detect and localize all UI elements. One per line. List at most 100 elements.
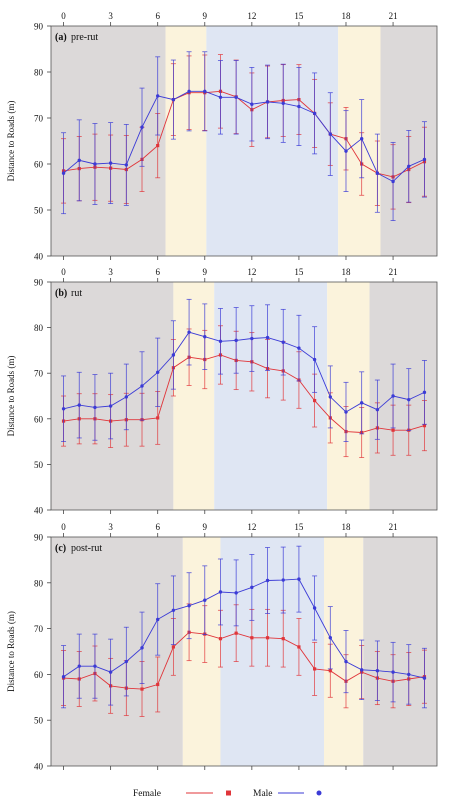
y-tick-label: 50 — [34, 206, 44, 216]
data-point-male — [328, 636, 333, 640]
data-point-male — [93, 162, 97, 166]
panel-label: (a) — [55, 32, 67, 43]
data-point-female — [156, 416, 160, 420]
shading-band — [165, 26, 207, 256]
data-point-male — [171, 97, 176, 102]
shading-band — [51, 537, 183, 766]
data-point-male — [375, 171, 380, 175]
plot-frame — [50, 536, 438, 767]
data-point-female — [313, 398, 317, 403]
data-point-male — [61, 407, 66, 411]
data-point-male — [61, 171, 66, 175]
data-point-male — [265, 578, 270, 583]
data-point-male — [328, 132, 333, 136]
panel-title: pre-rut — [71, 32, 98, 43]
data-point-female — [297, 645, 301, 649]
y-tick-label: 70 — [34, 624, 44, 634]
data-point-female — [171, 645, 175, 649]
data-point-male — [171, 353, 176, 357]
data-point-male — [108, 404, 113, 408]
series-line-male — [63, 90, 425, 183]
data-point-female — [218, 637, 223, 641]
panel-post-rut: 40 50 60 70 80 90 0 3 6 9 12 15 18 21 Distance to Road… — [6, 522, 438, 772]
data-point-male — [407, 164, 411, 168]
shading-band — [173, 282, 215, 510]
data-point-male — [391, 394, 395, 398]
data-point-male — [234, 95, 238, 100]
y-tick-label: 60 — [34, 670, 44, 680]
data-point-male — [407, 672, 411, 677]
shading-band — [182, 537, 221, 766]
data-point-male — [61, 674, 66, 679]
y-axis-label: Distance to Roads (m) — [6, 356, 16, 437]
x-tick-label: 21 — [389, 11, 398, 21]
legend: Female Male — [133, 789, 322, 799]
y-tick-label: 80 — [34, 578, 44, 588]
data-point-male — [407, 397, 411, 402]
data-point-male — [281, 101, 285, 105]
data-point-male — [250, 585, 254, 590]
data-point-male — [171, 608, 176, 612]
data-point-male — [187, 604, 191, 608]
data-point-male — [203, 89, 207, 94]
data-point-male — [344, 410, 348, 414]
data-point-male — [218, 339, 223, 343]
data-point-male — [124, 659, 129, 664]
data-point-male — [328, 395, 333, 399]
data-point-female — [313, 667, 317, 671]
data-point-male — [187, 330, 191, 334]
shading-band — [369, 282, 437, 510]
data-point-male — [297, 577, 301, 581]
data-point-male — [265, 100, 270, 104]
data-point-male — [155, 370, 160, 374]
data-point-male — [375, 407, 380, 412]
data-point-male — [155, 94, 160, 98]
data-point-female — [422, 424, 427, 428]
x-tick-label: 3 — [108, 267, 113, 277]
data-point-female — [234, 631, 238, 635]
y-tick-label: 60 — [34, 160, 44, 170]
x-tick-label: 15 — [294, 11, 304, 21]
y-axis-label: Distance to Roads (m) — [6, 611, 16, 692]
series-line-female — [63, 90, 425, 178]
x-tick-label: 9 — [203, 522, 208, 532]
data-point-male — [391, 670, 395, 674]
x-tick-label: 9 — [203, 11, 208, 21]
data-point-male — [312, 111, 317, 116]
legend-marker-female — [226, 790, 231, 796]
data-point-female — [328, 669, 332, 673]
series-line-female — [63, 631, 425, 690]
data-point-female — [391, 428, 395, 432]
data-point-male — [124, 395, 129, 399]
panel-label: (c) — [55, 543, 66, 554]
data-point-male — [359, 137, 364, 141]
data-point-male — [203, 598, 207, 602]
y-tick-label: 80 — [34, 323, 44, 333]
data-point-male — [281, 578, 285, 582]
data-point-male — [155, 617, 160, 622]
y-tick-label: 60 — [34, 414, 44, 424]
data-point-male — [93, 405, 97, 410]
x-tick-label: 12 — [247, 267, 256, 277]
data-point-male — [108, 161, 113, 165]
panel-pre-rut: 40 50 60 70 80 90 0 3 6 9 12 15 18 21 Distance to Road… — [6, 11, 438, 262]
data-point-male — [422, 390, 427, 395]
shading-band — [220, 537, 325, 766]
x-tick-label: 15 — [294, 522, 304, 532]
data-point-female — [281, 637, 285, 641]
data-point-male — [312, 606, 317, 610]
x-tick-label: 21 — [389, 522, 398, 532]
panel-title: rut — [71, 288, 82, 299]
y-tick-label: 80 — [34, 68, 44, 78]
shading-band — [51, 282, 174, 510]
data-point-male — [344, 149, 348, 153]
panel-rut: 40 50 60 70 80 90 0 3 6 9 12 15 18 21 Distance to Road… — [6, 267, 438, 516]
x-tick-label: 18 — [341, 522, 351, 532]
x-tick-label: 6 — [155, 267, 160, 277]
series-line-female — [63, 354, 425, 433]
x-tick-label: 15 — [294, 267, 304, 277]
x-tick-label: 9 — [203, 267, 208, 277]
data-point-male — [187, 89, 191, 94]
y-tick-label: 70 — [34, 369, 44, 379]
y-tick-label: 50 — [34, 716, 44, 726]
